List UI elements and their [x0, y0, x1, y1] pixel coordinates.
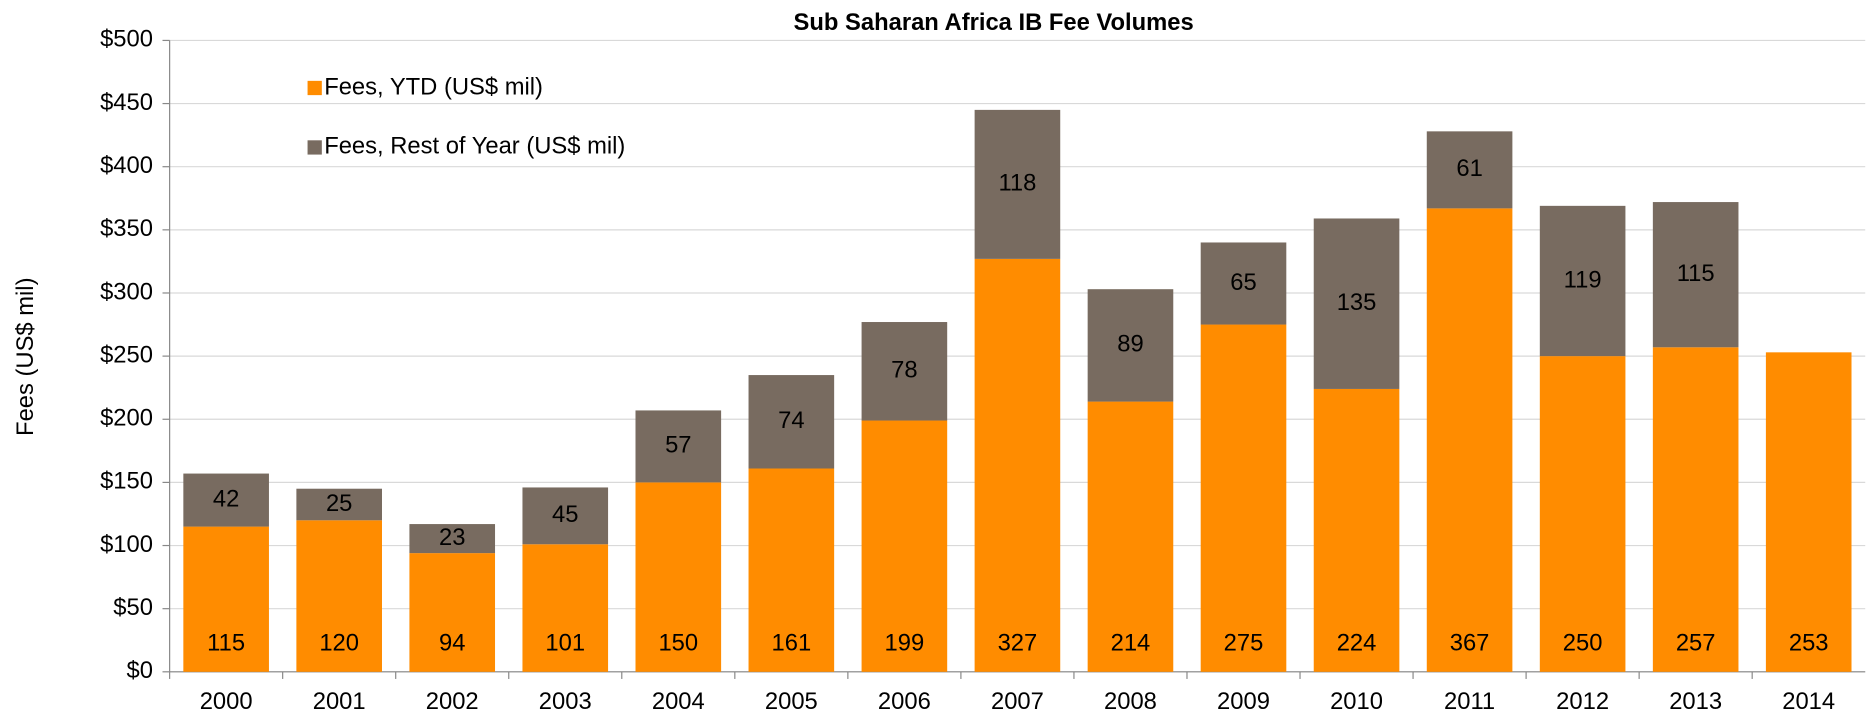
legend-swatch — [307, 140, 322, 155]
bar-segment — [861, 420, 948, 672]
data-label: 150 — [658, 630, 698, 657]
data-label: 118 — [998, 170, 1036, 197]
bar-segment — [748, 375, 835, 469]
bar-segment — [296, 488, 382, 521]
data-label: 25 — [326, 490, 352, 517]
x-tick-label: 2004 — [652, 688, 705, 715]
data-label: 61 — [1456, 155, 1482, 182]
data-label: 135 — [1337, 289, 1377, 316]
y-tick-label: $250 — [100, 341, 153, 368]
x-tick-label: 2013 — [1669, 688, 1722, 715]
y-tick-label: $0 — [127, 657, 153, 684]
y-tick-label: $50 — [113, 594, 153, 621]
data-label: 327 — [998, 630, 1038, 657]
chart-title: Sub Saharan Africa IB Fee Volumes — [794, 9, 1194, 36]
data-label: 101 — [545, 630, 585, 657]
bar-segment — [1652, 347, 1739, 672]
data-label: 57 — [665, 432, 691, 459]
data-label: 120 — [319, 630, 359, 657]
x-tick-label: 2002 — [426, 688, 479, 715]
legend-swatch — [307, 80, 322, 96]
y-tick-label: $350 — [100, 215, 153, 242]
y-tick-label: $100 — [100, 531, 153, 558]
bar-segment — [522, 544, 609, 672]
bar-segment — [1426, 131, 1513, 209]
data-label: 45 — [552, 501, 578, 528]
y-tick-label: $450 — [100, 89, 153, 116]
bar-segment — [974, 258, 1061, 672]
data-label: 214 — [1111, 630, 1151, 657]
data-label: 224 — [1337, 630, 1377, 657]
bar-segment — [1539, 205, 1626, 357]
y-tick-label: $400 — [100, 152, 153, 179]
legend-label: Fees, Rest of Year (US$ mil) — [324, 133, 625, 160]
legend-label: Fees, YTD (US$ mil) — [324, 73, 543, 100]
y-tick-label: $200 — [100, 405, 153, 432]
data-label: 42 — [213, 485, 239, 512]
x-tick-label: 2007 — [991, 688, 1044, 715]
x-tick-label: 2014 — [1782, 688, 1835, 715]
x-tick-label: 2011 — [1444, 688, 1495, 715]
x-tick-label: 2006 — [878, 688, 931, 715]
data-label: 115 — [207, 630, 245, 657]
bar-segment — [1087, 289, 1174, 402]
x-tick-label: 2012 — [1556, 688, 1609, 715]
bar-segment — [1652, 202, 1739, 348]
bar-segment — [861, 322, 948, 421]
x-tick-label: 2003 — [539, 688, 592, 715]
data-label: 23 — [439, 524, 465, 551]
bar-segment — [748, 468, 835, 672]
x-tick-label: 2005 — [765, 688, 818, 715]
x-tick-label: 2009 — [1217, 688, 1270, 715]
data-label: 367 — [1450, 630, 1490, 657]
y-tick-label: $300 — [100, 278, 153, 305]
data-label: 199 — [885, 630, 925, 657]
data-label: 257 — [1676, 630, 1716, 657]
data-label: 94 — [439, 630, 465, 657]
data-label: 74 — [778, 407, 804, 434]
bar-segment — [1539, 356, 1626, 672]
data-label: 161 — [772, 630, 812, 657]
bar-segment — [1313, 218, 1400, 389]
data-label: 65 — [1230, 269, 1256, 296]
bar-segment — [1200, 242, 1287, 325]
bar-segment — [1426, 208, 1513, 672]
bar-segment — [635, 410, 722, 483]
bar-segment — [183, 526, 269, 672]
bar-segment — [1765, 352, 1852, 672]
bar-segment — [1313, 388, 1400, 672]
x-tick-label: 2010 — [1330, 688, 1383, 715]
data-label: 250 — [1563, 630, 1603, 657]
bar-segment — [409, 553, 496, 672]
x-tick-label: 2008 — [1104, 688, 1157, 715]
data-label: 89 — [1117, 331, 1143, 358]
data-label: 119 — [1564, 266, 1602, 293]
bar-segment — [296, 520, 382, 672]
bar-segment — [635, 482, 722, 672]
x-tick-label: 2001 — [313, 688, 366, 715]
bar-segment — [1087, 401, 1174, 672]
y-axis-label: Fees (US$ mil) — [12, 277, 39, 435]
data-label: 275 — [1224, 630, 1264, 657]
data-label: 115 — [1677, 260, 1715, 287]
data-label: 253 — [1789, 630, 1829, 657]
y-tick-label: $150 — [100, 468, 153, 495]
y-tick-label: $500 — [100, 26, 153, 53]
bar-segment — [974, 109, 1061, 259]
bar-segment — [1200, 324, 1287, 672]
x-tick-label: 2000 — [200, 688, 253, 715]
bar-segment — [522, 487, 609, 545]
data-label: 78 — [891, 357, 917, 384]
bar-segment — [409, 524, 496, 554]
bar-segment — [183, 473, 269, 527]
